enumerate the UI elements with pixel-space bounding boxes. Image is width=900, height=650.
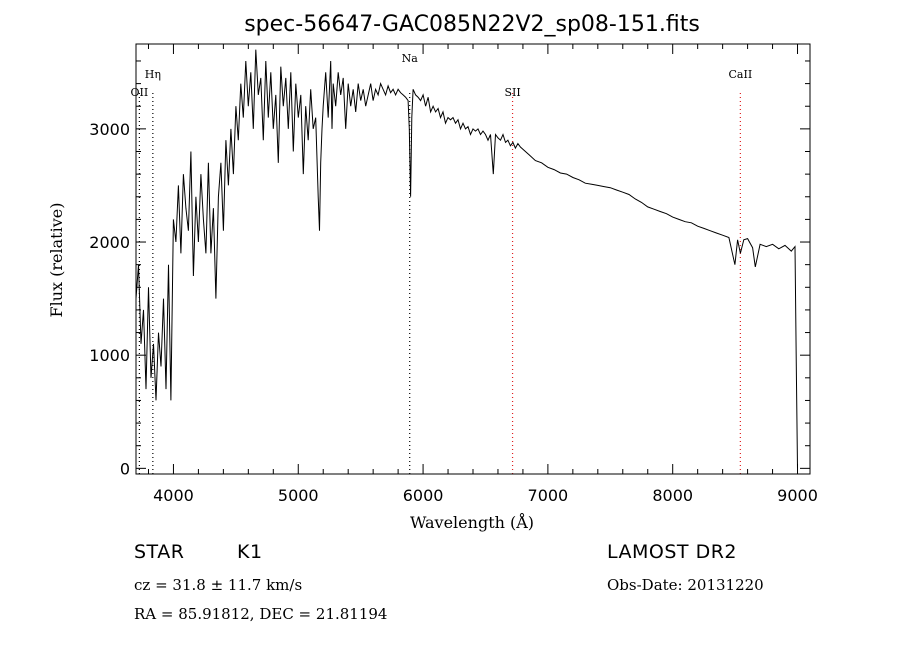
object-subclass: K1: [237, 541, 263, 563]
x-tick-label: 6000: [403, 486, 444, 505]
spectral-line-label: OII: [131, 86, 149, 99]
chart-title: spec-56647-GAC085N22V2_sp08-151.fits: [244, 12, 700, 37]
x-tick-label: 8000: [652, 486, 693, 505]
flux-series-line: [135, 49, 798, 469]
y-tick-label: 0: [120, 459, 130, 478]
obs-date: Obs-Date: 20131220: [607, 576, 764, 594]
spectral-line-label: CaII: [729, 68, 753, 81]
y-axis-label: Flux (relative): [47, 203, 66, 318]
axis-ticks-layer: 4000 5000 6000 7000 8000 9000 0 1000 2000 3000: [89, 44, 818, 505]
coordinates: RA = 85.91812, DEC = 21.81194: [134, 605, 388, 623]
plot-frame: [135, 43, 811, 475]
spectral-line-label: Na: [402, 52, 419, 65]
y-tick-label: 3000: [89, 120, 130, 139]
x-tick-label: 4000: [153, 486, 194, 505]
survey-name: LAMOST DR2: [607, 541, 737, 563]
redshift-text: cz = 31.8 ± 11.7 km/s: [134, 576, 303, 594]
y-tick-label: 2000: [89, 233, 130, 252]
spectral-line-label: Hη: [145, 68, 161, 81]
x-tick-label: 7000: [528, 486, 569, 505]
x-axis-label: Wavelength (Å): [410, 512, 534, 532]
object-class: STAR: [134, 541, 185, 563]
spectral-line-label: SII: [504, 86, 520, 99]
x-tick-label: 9000: [777, 486, 818, 505]
y-tick-label: 1000: [89, 346, 130, 365]
x-tick-label: 5000: [278, 486, 319, 505]
